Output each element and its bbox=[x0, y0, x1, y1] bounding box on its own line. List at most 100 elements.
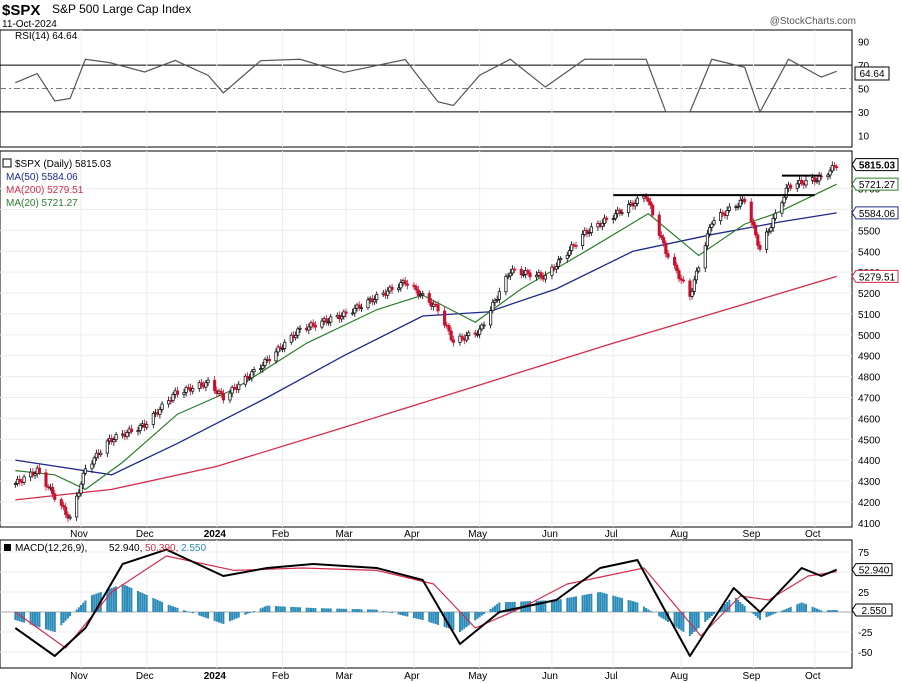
rsi-tick-label: 50 bbox=[858, 85, 870, 96]
macd-hist-bar bbox=[204, 612, 207, 618]
candle-body bbox=[451, 339, 455, 343]
macd-hist-bar bbox=[783, 609, 786, 612]
macd-hist-bar bbox=[726, 602, 729, 612]
macd-hist-bar bbox=[769, 612, 772, 616]
macd-hist-bar bbox=[397, 612, 400, 615]
macd-hist-bar bbox=[649, 610, 652, 612]
candle-body bbox=[828, 170, 832, 176]
price-legend-entry: MA(200) 5279.51 bbox=[6, 185, 84, 196]
candle-body bbox=[635, 197, 639, 204]
candle-body bbox=[528, 272, 532, 278]
price-value-tag bbox=[851, 269, 899, 283]
macd-hist-bar bbox=[299, 607, 302, 612]
macd-hist-bar bbox=[290, 606, 293, 612]
candle-body bbox=[804, 179, 808, 186]
macd-hist-bar bbox=[695, 612, 698, 630]
macd-hist-bar bbox=[461, 612, 464, 631]
macd-hist-bar bbox=[754, 612, 757, 616]
candle-body bbox=[414, 286, 418, 291]
candle-body bbox=[276, 346, 280, 353]
candle-body bbox=[475, 333, 480, 336]
candle-body bbox=[482, 324, 486, 327]
macd-hist-bar bbox=[244, 612, 247, 615]
macd-hist-bar bbox=[62, 612, 65, 623]
candle-body bbox=[182, 392, 186, 395]
candle-body bbox=[92, 457, 96, 465]
candle-body bbox=[64, 506, 68, 515]
macd-hist-bar bbox=[156, 600, 159, 612]
candle-body bbox=[491, 301, 495, 311]
candle-body bbox=[830, 165, 834, 172]
macd-hist-bar bbox=[662, 612, 665, 620]
candle-body bbox=[61, 504, 66, 508]
macd-hist-bar bbox=[121, 584, 124, 612]
candle-body bbox=[789, 184, 793, 189]
candle-body bbox=[99, 452, 103, 456]
macd-hist-bar bbox=[575, 596, 578, 612]
macd-hist-bar bbox=[314, 608, 317, 612]
rsi-line bbox=[15, 58, 837, 114]
macd-hist-bar bbox=[323, 608, 326, 612]
x-tick-label: Oct bbox=[805, 529, 821, 540]
price-tick-label: 4800 bbox=[858, 373, 881, 384]
macd-hist-bar bbox=[342, 608, 345, 612]
macd-hist-bar bbox=[498, 602, 501, 612]
candle-body bbox=[386, 290, 390, 296]
macd-hist-bar bbox=[36, 612, 39, 627]
macd-hist-bar bbox=[44, 612, 47, 630]
macd-hist-bar bbox=[450, 612, 453, 630]
candle-body bbox=[403, 280, 407, 285]
macd-hist-bar bbox=[419, 612, 422, 620]
candle-body bbox=[416, 289, 420, 296]
macd-hist-bar bbox=[489, 608, 492, 612]
candle-body bbox=[692, 279, 696, 292]
macd-hist-bar bbox=[480, 612, 483, 616]
candle-body bbox=[75, 495, 79, 518]
candle-body bbox=[611, 218, 615, 220]
candle-body bbox=[22, 476, 26, 483]
macd-hist-bar bbox=[218, 612, 221, 623]
candle-body bbox=[366, 299, 370, 309]
candle-body bbox=[171, 393, 175, 401]
candle-body bbox=[44, 472, 48, 487]
candle-body bbox=[421, 293, 425, 296]
candle-body bbox=[613, 213, 618, 219]
candle-body bbox=[708, 227, 712, 235]
rsi-tick-label: 30 bbox=[858, 108, 870, 119]
watermark: @StockCharts.com bbox=[770, 16, 856, 27]
macd-hist-bar bbox=[38, 612, 41, 628]
macd-hist-bar bbox=[588, 594, 591, 612]
candle-body bbox=[751, 221, 755, 226]
macd-hist-bar bbox=[248, 612, 251, 613]
candle-body bbox=[765, 231, 769, 250]
macd-hist-bar bbox=[789, 607, 792, 612]
x-tick-label: Mar bbox=[335, 529, 353, 540]
x-tick-label: May bbox=[468, 671, 487, 682]
macd-hist-bar bbox=[358, 609, 361, 612]
candle-body bbox=[697, 267, 701, 272]
candle-body bbox=[758, 245, 762, 250]
macd-hist-bar bbox=[631, 601, 634, 612]
macd-hist-bar bbox=[415, 612, 418, 619]
rsi-value-label: 64.64 bbox=[859, 69, 884, 80]
symbol: $SPX bbox=[2, 2, 40, 19]
macd-hist-bar bbox=[336, 608, 339, 612]
macd-hist-bar bbox=[75, 609, 78, 612]
candle-body bbox=[357, 304, 361, 309]
x-tick-label: Jul bbox=[605, 671, 618, 682]
price-tick-label: 5000 bbox=[858, 331, 881, 342]
macd-hist-bar bbox=[721, 606, 724, 612]
candle-body bbox=[589, 226, 593, 233]
price-legend-entry: MA(50) 5584.06 bbox=[6, 172, 78, 183]
macd-hist-bar bbox=[369, 609, 372, 612]
macd-hist-bar bbox=[417, 612, 420, 620]
macd-value-label: 52.940 bbox=[859, 566, 890, 577]
candle-body bbox=[199, 382, 204, 386]
macd-hist-bar bbox=[513, 601, 516, 612]
candle-body bbox=[725, 210, 729, 216]
macd-hist-bar bbox=[616, 596, 619, 612]
candle-body bbox=[33, 473, 37, 476]
macd-hist-bar bbox=[780, 610, 783, 612]
macd-hist-bar bbox=[798, 603, 801, 612]
macd-hist-bar bbox=[566, 598, 569, 612]
